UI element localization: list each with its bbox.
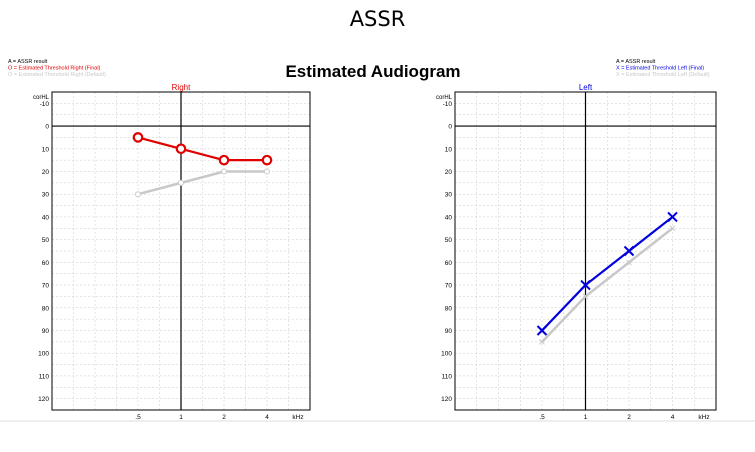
- y-tick-label: 20: [42, 169, 50, 176]
- audiogram-right-panel: RightcorHL-10010203040506070809010011012…: [33, 83, 311, 421]
- data-point-default: [626, 259, 632, 266]
- x-tick-label: 1: [584, 414, 588, 421]
- y-tick-label: 50: [42, 237, 50, 244]
- y-tick-label: 100: [441, 351, 452, 358]
- y-tick-label: 60: [42, 260, 50, 267]
- data-point-stroke: [580, 279, 591, 291]
- x-tick-label: 4: [671, 414, 675, 421]
- data-point-stroke: [539, 339, 545, 345]
- x-tick-label: .5: [539, 414, 545, 421]
- y-tick-label: 80: [445, 305, 453, 312]
- y-tick-label: 100: [38, 351, 49, 358]
- data-point-default: [539, 339, 545, 345]
- legend-left-item: X = Estimated Threshold Left (Default): [616, 72, 710, 78]
- y-tick-label: 10: [445, 146, 453, 153]
- y-tick-label: 70: [42, 283, 50, 290]
- y-tick-label: 110: [39, 373, 50, 380]
- x-tick-label: .5: [135, 414, 141, 421]
- y-tick-label: 0: [448, 124, 452, 131]
- y-tick-label: 40: [445, 214, 453, 221]
- data-point-stroke: [626, 259, 632, 266]
- y-tick-label: 80: [42, 305, 50, 312]
- legend-right-item: O = Estimated Threshold Right (Default): [8, 72, 106, 78]
- data-point-final: [261, 154, 273, 166]
- y-tick-label: 10: [42, 146, 50, 153]
- data-point-stroke: [667, 211, 678, 223]
- data-point-final: [667, 211, 678, 223]
- data-point-default: [582, 293, 589, 300]
- data-point-stroke: [623, 245, 635, 257]
- legend-right-item: A = ASSR result: [8, 59, 48, 65]
- y-tick-label: 120: [38, 396, 49, 403]
- x-unit-label: kHz: [698, 414, 709, 421]
- data-point-default: [221, 168, 227, 175]
- data-point-final: [580, 279, 591, 291]
- series-line-final: [541, 216, 674, 332]
- y-unit-label: corHL: [436, 95, 453, 101]
- x-tick-label: 2: [627, 414, 631, 421]
- series-line-final: [137, 136, 267, 162]
- series-line-default: [541, 227, 674, 343]
- data-point-final: [132, 132, 144, 143]
- legend-right-item: O = Estimated Threshold Right (Final): [8, 66, 101, 72]
- chart-heading: Estimated Audiogram: [285, 62, 460, 81]
- data-point-default: [669, 225, 676, 232]
- y-tick-label: 90: [42, 328, 50, 335]
- legend-left-item: A = ASSR result: [616, 59, 656, 65]
- data-point-final: [175, 143, 187, 155]
- data-point-stroke: [669, 225, 676, 232]
- data-point-stroke: [536, 325, 548, 336]
- y-tick-label: 30: [445, 192, 453, 199]
- y-tick-label: 110: [442, 373, 453, 380]
- data-point-stroke: [582, 293, 589, 300]
- data-point-default: [178, 179, 184, 186]
- y-tick-label: 70: [445, 283, 453, 290]
- x-unit-label: kHz: [292, 414, 303, 421]
- data-point-final: [218, 154, 230, 166]
- audiogram-left-panel: Left corHL-10 0 10 20 30 40 50 60 70 80 90 100 110 120…: [436, 83, 717, 421]
- y-tick-label: 90: [445, 328, 453, 335]
- data-point-final: [623, 245, 635, 257]
- x-tick-label: 4: [265, 414, 269, 421]
- y-tick-label: -10: [40, 101, 50, 108]
- x-tick-label: 2: [222, 414, 226, 421]
- y-tick-label: 0: [45, 124, 49, 131]
- y-tick-label: 20: [445, 169, 453, 176]
- panel-title: Left: [579, 83, 593, 92]
- y-tick-label: 50: [445, 237, 453, 244]
- y-unit-label: corHL: [33, 95, 50, 101]
- y-tick-label: 120: [441, 396, 452, 403]
- series-line-default: [137, 170, 267, 196]
- y-tick-label: -10: [443, 101, 453, 108]
- data-point-default: [264, 168, 270, 175]
- page-title: ASSR: [349, 7, 406, 31]
- legend-left-item: X = Estimated Threshold Left (Final): [616, 66, 704, 72]
- data-point-final: [536, 325, 548, 336]
- y-tick-label: 40: [42, 214, 50, 221]
- x-tick-label: 1: [179, 414, 183, 421]
- panel-title: Right: [172, 83, 191, 92]
- data-point-default: [135, 191, 141, 198]
- y-tick-label: 60: [445, 260, 453, 267]
- y-tick-label: 30: [42, 192, 50, 199]
